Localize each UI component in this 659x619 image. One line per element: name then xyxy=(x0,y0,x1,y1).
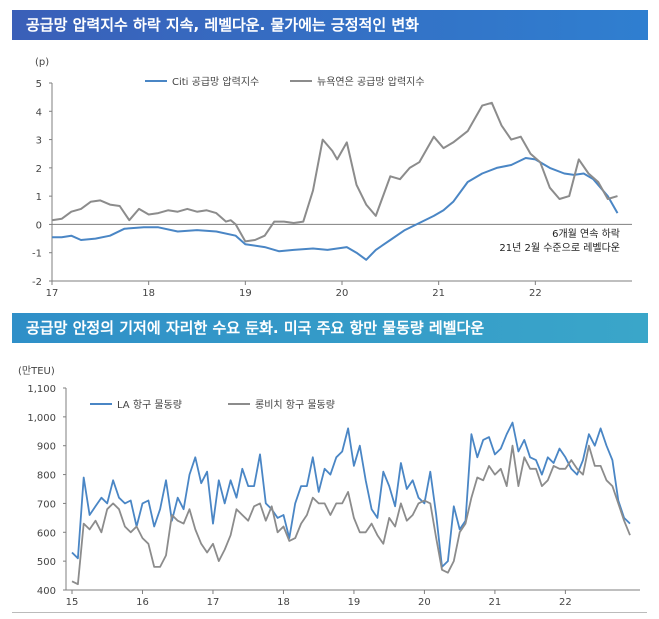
x-tick-label: 19 xyxy=(348,597,361,608)
annotation-line2: 21년 2월 수준으로 레벨다운 xyxy=(499,242,620,254)
x-tick-label: 15 xyxy=(66,597,79,608)
x-tick-label: 20 xyxy=(336,288,349,299)
y-tick-label: 600 xyxy=(37,528,56,539)
y-tick-label: 800 xyxy=(37,471,56,482)
series-line-nyfed xyxy=(51,101,618,243)
annotation-line1: 6개월 연속 하락 xyxy=(552,227,620,240)
y-tick-label: 700 xyxy=(37,499,56,510)
y-tick-label: -1 xyxy=(32,249,42,260)
y-axis-unit: (만TEU) xyxy=(18,365,55,377)
chart2-title: 공급망 안정의 기저에 자리한 수요 둔화. 미국 주요 항만 물동량 레벨다운 xyxy=(26,319,485,337)
x-tick-label: 17 xyxy=(46,288,59,299)
y-tick-label: 400 xyxy=(37,586,56,597)
y-tick-label: 4 xyxy=(36,107,42,118)
y-tick-label: 1 xyxy=(36,192,42,203)
series-line-la xyxy=(71,421,631,568)
y-tick-label: 5 xyxy=(36,79,42,90)
x-tick-label: 22 xyxy=(529,288,542,299)
legend-label: LA 항구 물동량 xyxy=(117,399,182,411)
y-axis-unit: (p) xyxy=(35,57,49,68)
chart2-title-banner: 공급망 안정의 기저에 자리한 수요 둔화. 미국 주요 항만 물동량 레벨다운 xyxy=(12,313,648,343)
y-tick-label: 2 xyxy=(36,164,42,175)
y-tick-label: -2 xyxy=(32,277,42,288)
x-tick-label: 17 xyxy=(207,597,220,608)
x-tick-label: 21 xyxy=(432,288,445,299)
y-tick-label: 3 xyxy=(36,136,42,147)
x-tick-label: 21 xyxy=(489,597,502,608)
x-tick-label: 20 xyxy=(418,597,431,608)
x-tick-label: 18 xyxy=(277,597,290,608)
series-line-citi xyxy=(52,157,619,261)
legend-label: 뉴욕연은 공급망 압력지수 xyxy=(317,75,425,88)
y-tick-label: 0 xyxy=(36,220,42,231)
chart1-title-banner: 공급망 압력지수 하락 지속, 레벨다운. 물가에는 긍정적인 변화 xyxy=(12,10,648,40)
y-tick-label: 500 xyxy=(37,557,56,568)
x-tick-label: 22 xyxy=(559,597,572,608)
y-tick-label: 1,000 xyxy=(27,413,56,424)
series-line-longbeach xyxy=(71,444,631,586)
x-tick-label: 16 xyxy=(136,597,149,608)
y-tick-label: 900 xyxy=(37,442,56,453)
port-volume-chart: (만TEU) 400 500 600 700 800 900 1,000 1,100 15 16 17… xyxy=(18,365,640,608)
y-tick-label: 1,100 xyxy=(27,384,56,395)
x-tick-label: 18 xyxy=(142,288,155,299)
legend-label: 롱비치 항구 물동량 xyxy=(255,399,335,411)
chart1-title: 공급망 압력지수 하락 지속, 레벨다운. 물가에는 긍정적인 변화 xyxy=(26,16,419,34)
legend-label: Citi 공급망 압력지수 xyxy=(172,75,259,88)
supply-chain-pressure-chart: (p) -2 -1 0 1 2 3 4 5 17 18 19 20 21 22 Citi 공급망 압력지수 뉴욕… xyxy=(32,57,632,299)
bottom-rule xyxy=(12,612,647,613)
x-tick-label: 19 xyxy=(239,288,252,299)
